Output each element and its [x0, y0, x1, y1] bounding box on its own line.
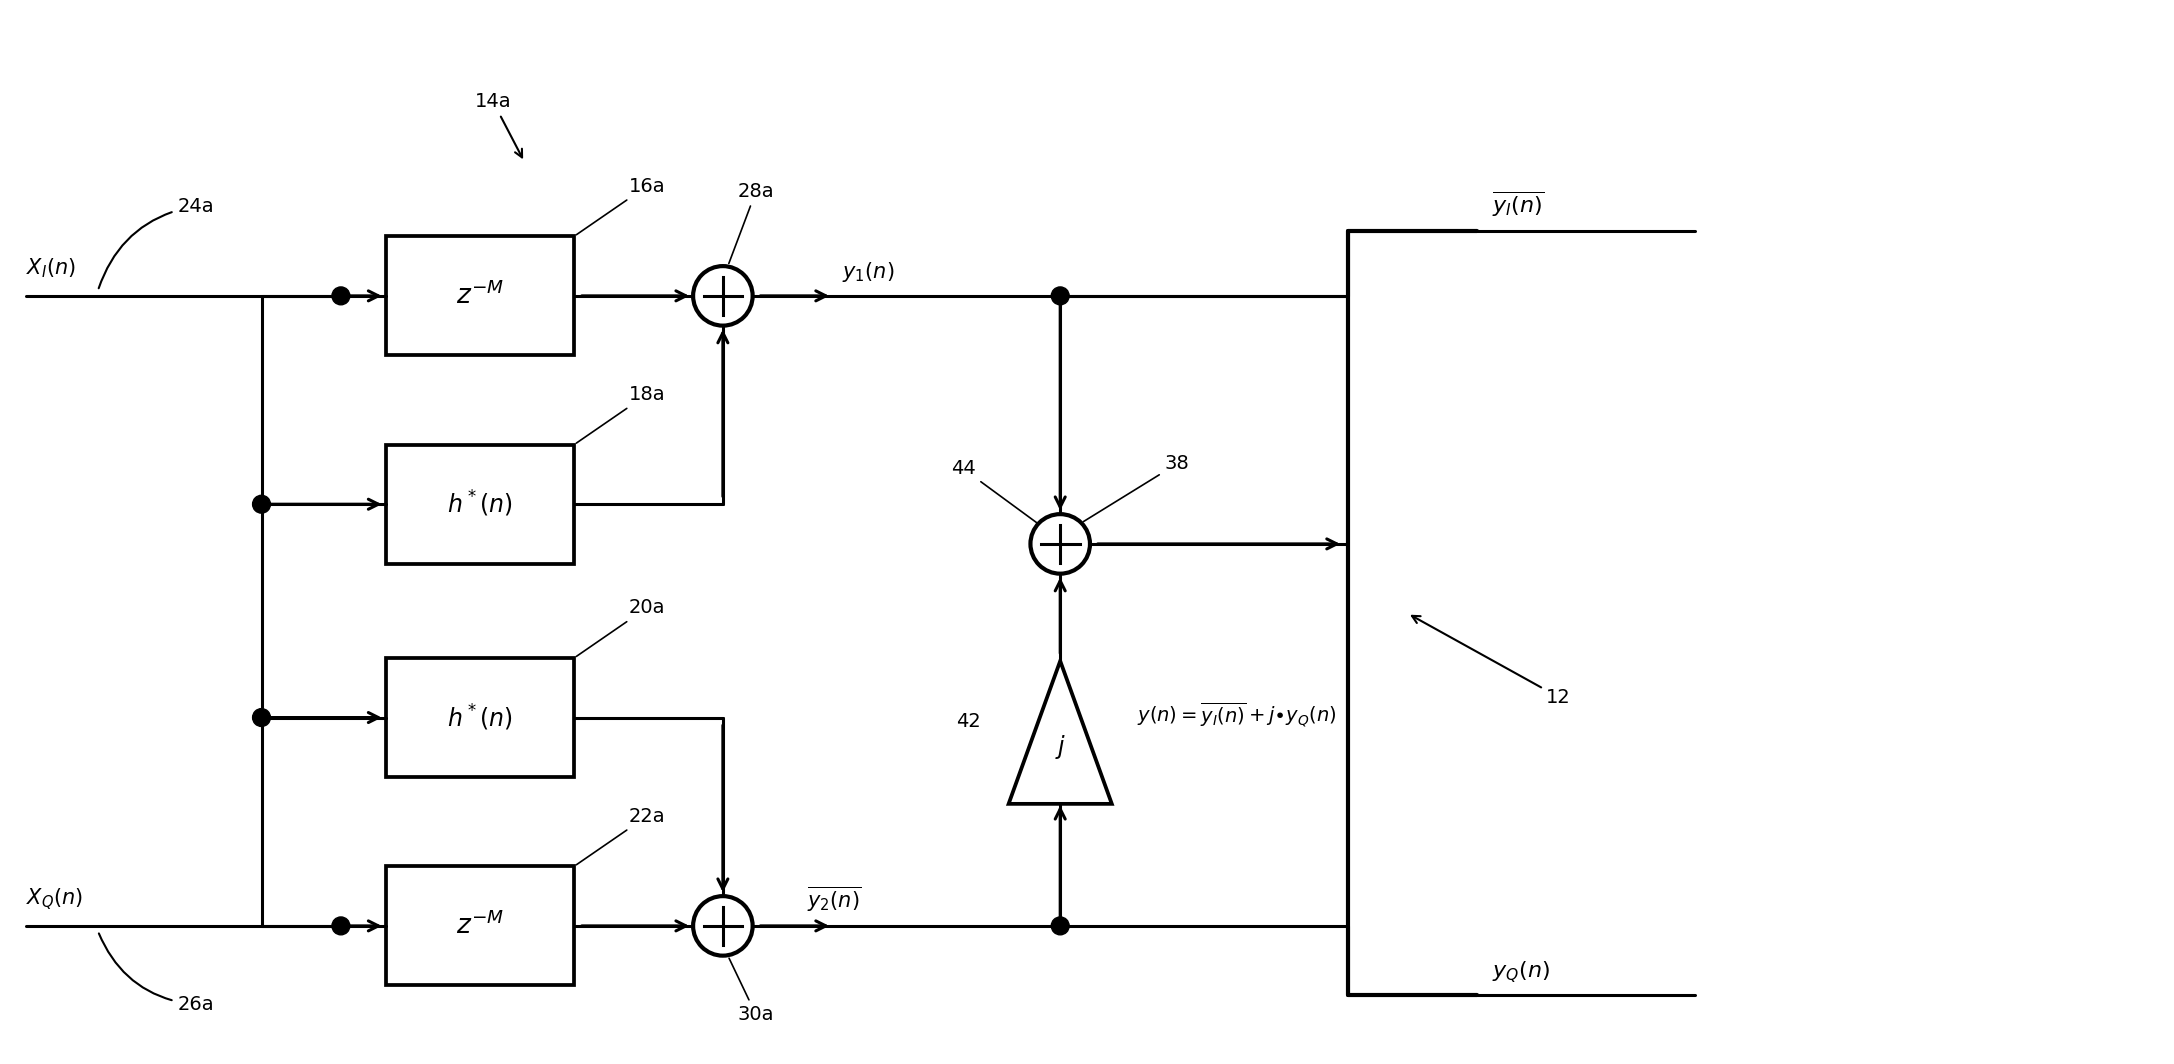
Bar [385, 445, 574, 564]
Text: 16a: 16a [576, 177, 665, 235]
Text: 12: 12 [1411, 616, 1572, 706]
Circle shape [694, 896, 752, 955]
Text: $y(n)=\overline{y_I(n)}+j{\bullet}y_Q(n)$: $y(n)=\overline{y_I(n)}+j{\bullet}y_Q(n)… [1137, 701, 1337, 729]
Circle shape [1052, 917, 1070, 935]
Text: 20a: 20a [576, 598, 665, 656]
Text: 30a: 30a [728, 959, 774, 1025]
Text: 18a: 18a [576, 385, 665, 443]
Circle shape [252, 709, 270, 727]
Text: 44: 44 [950, 460, 1044, 528]
Text: 28a: 28a [728, 182, 774, 264]
Text: 38: 38 [1083, 454, 1189, 521]
Text: 24a: 24a [98, 197, 213, 288]
Text: $y_Q(n)$: $y_Q(n)$ [1491, 960, 1550, 985]
Text: $h^*(n)$: $h^*(n)$ [448, 489, 513, 519]
Bar [385, 658, 574, 777]
Text: 42: 42 [957, 713, 980, 731]
Circle shape [1052, 287, 1070, 304]
Text: 26a: 26a [98, 933, 213, 1014]
Circle shape [333, 287, 350, 304]
Text: $\overline{y_2(n)}$: $\overline{y_2(n)}$ [807, 885, 861, 914]
Text: $z^{-M}$: $z^{-M}$ [457, 282, 504, 310]
Text: $y_1(n)$: $y_1(n)$ [841, 260, 894, 284]
Circle shape [694, 266, 752, 326]
Text: 22a: 22a [576, 807, 665, 865]
Text: $X_Q(n)$: $X_Q(n)$ [26, 886, 83, 912]
Bar [385, 236, 574, 355]
Bar [385, 866, 574, 985]
Text: $j$: $j$ [1054, 733, 1065, 762]
Text: $X_I(n)$: $X_I(n)$ [26, 256, 76, 280]
Circle shape [252, 495, 270, 513]
Circle shape [1030, 514, 1089, 573]
Text: $h^*(n)$: $h^*(n)$ [448, 702, 513, 733]
Text: 14a: 14a [474, 93, 522, 157]
Text: $z^{-M}$: $z^{-M}$ [457, 912, 504, 941]
Text: $\overline{y_I(n)}$: $\overline{y_I(n)}$ [1491, 190, 1544, 219]
Circle shape [333, 917, 350, 935]
